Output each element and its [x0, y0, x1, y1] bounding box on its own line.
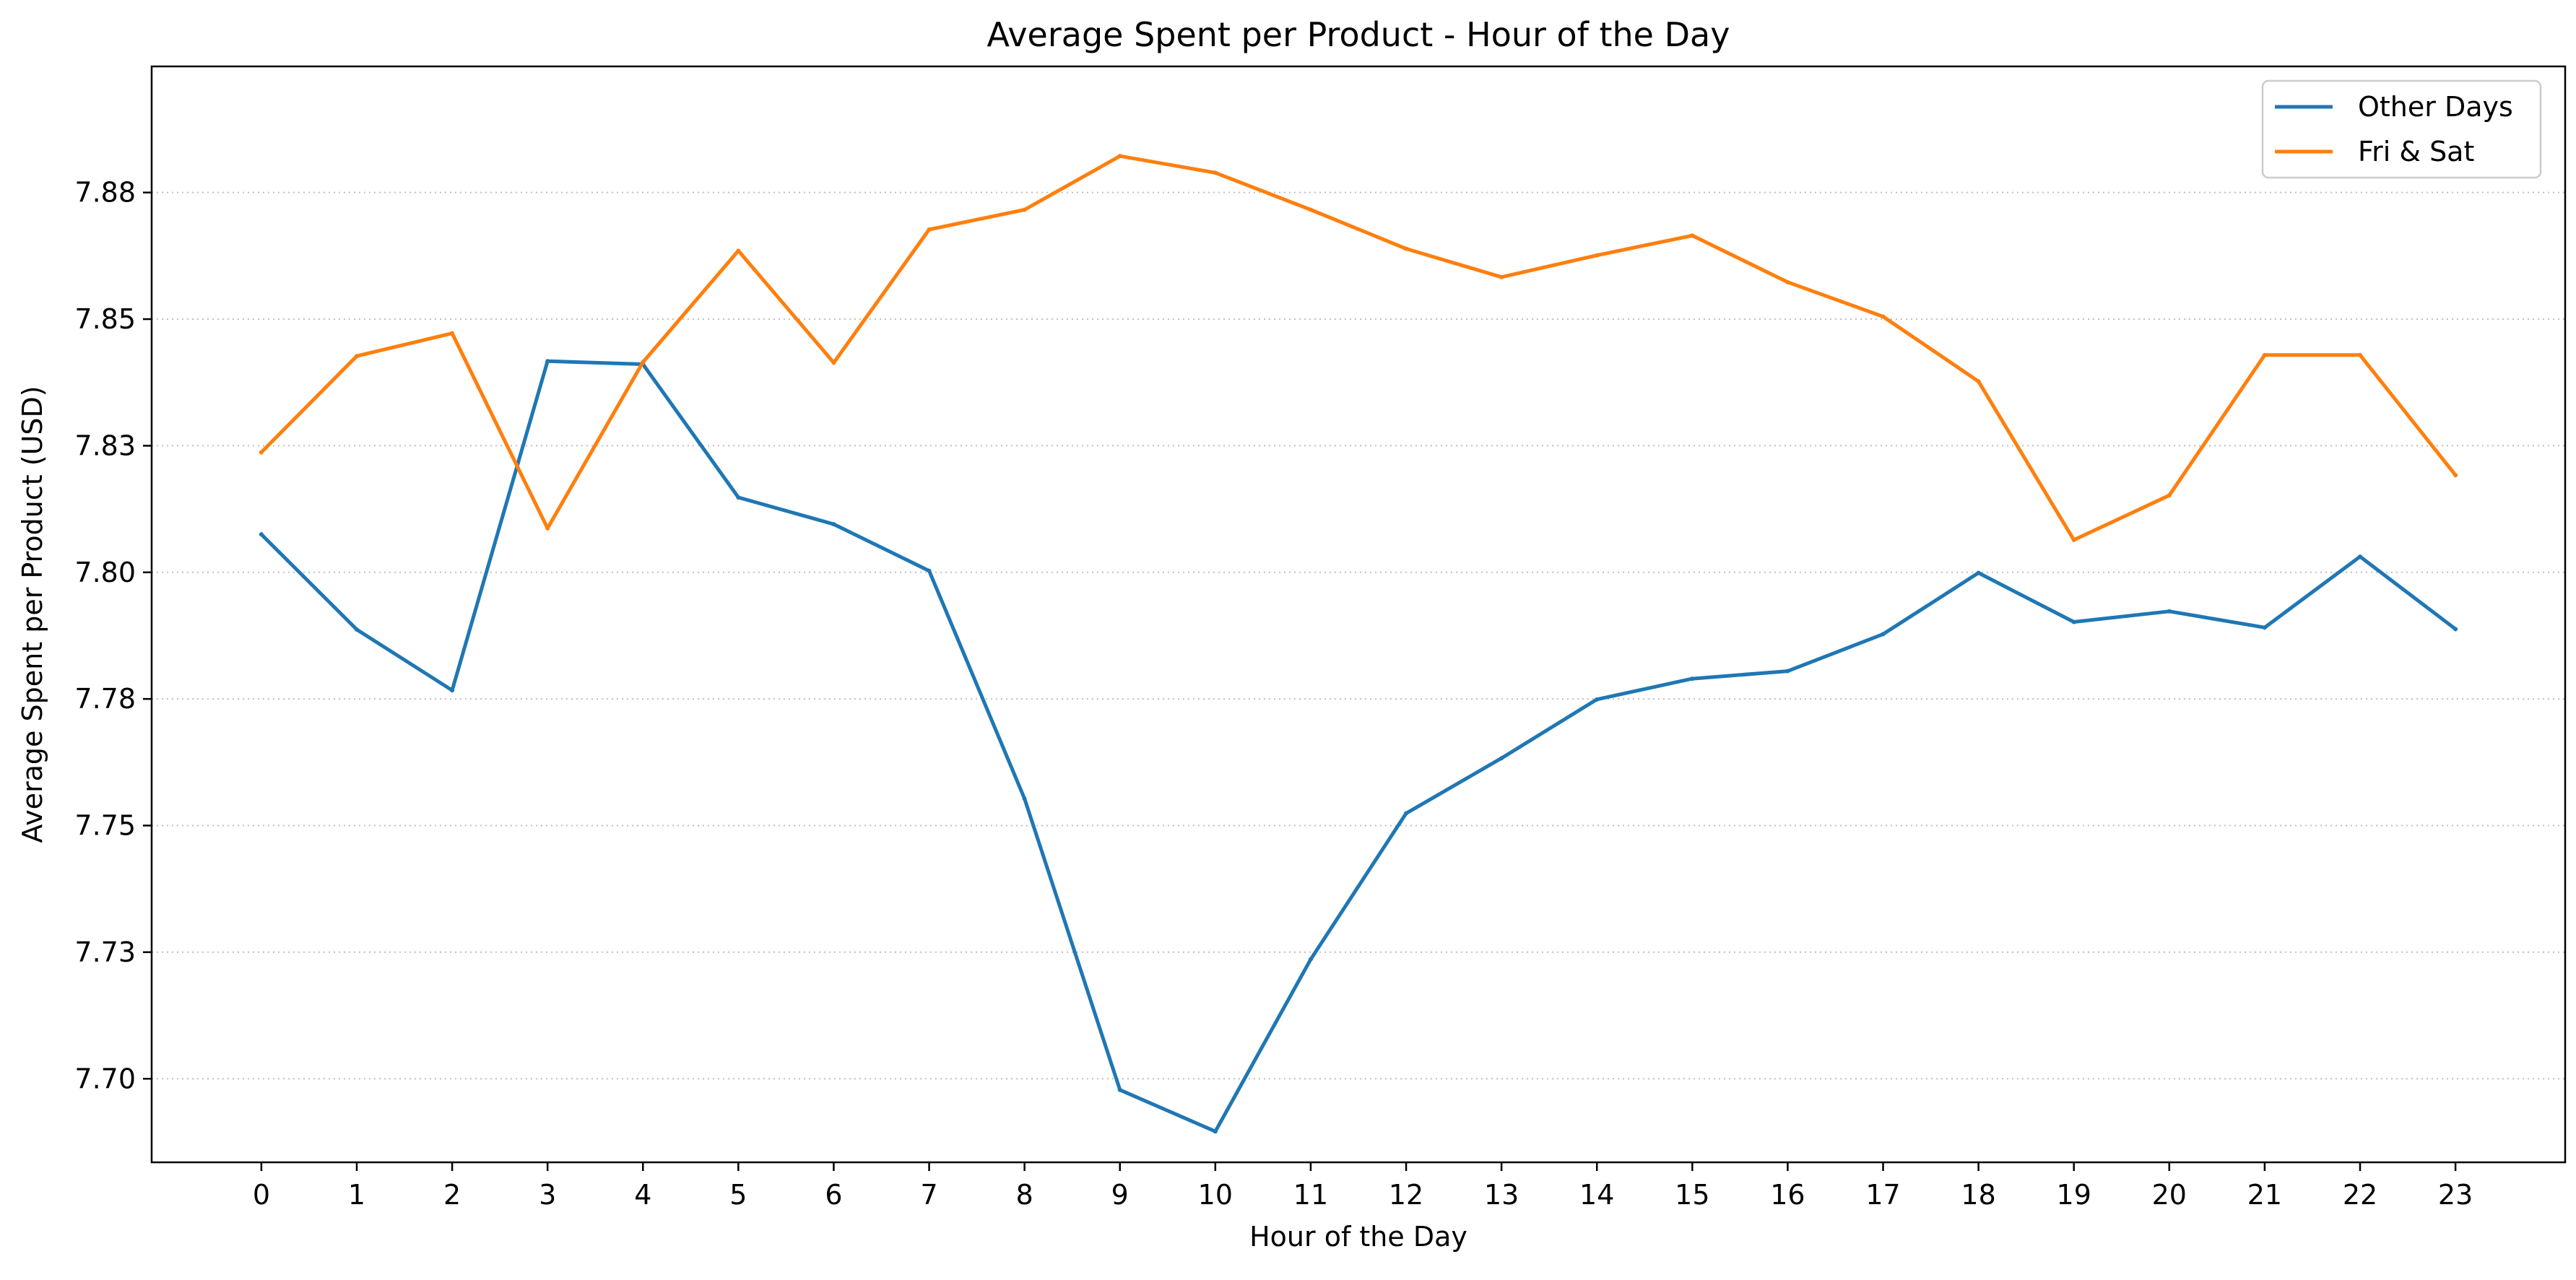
- x-tick-label: 17: [1865, 1179, 1900, 1211]
- data-point-other-days: [1881, 632, 1886, 637]
- data-point-other-days: [1404, 811, 1409, 816]
- x-tick-label: 22: [2343, 1179, 2377, 1211]
- data-point-fri-sat: [927, 227, 932, 232]
- data-point-fri-sat: [1022, 207, 1027, 212]
- data-point-fri-sat: [2453, 473, 2458, 478]
- legend: Other Days Fri & Sat: [2261, 79, 2542, 179]
- data-point-fri-sat: [1881, 314, 1886, 319]
- data-point-fri-sat: [2167, 493, 2172, 498]
- x-tick-label: 9: [1111, 1179, 1129, 1211]
- data-point-fri-sat: [1976, 379, 1981, 384]
- data-point-other-days: [1308, 957, 1313, 962]
- data-point-fri-sat: [1213, 170, 1218, 175]
- x-tick-label: 19: [2057, 1179, 2091, 1211]
- data-point-other-days: [545, 359, 550, 364]
- data-point-other-days: [2262, 625, 2267, 630]
- data-point-fri-sat: [545, 526, 550, 531]
- data-point-fri-sat: [641, 360, 646, 365]
- y-tick-label: 7.88: [74, 177, 136, 209]
- legend-label-other-days: Other Days: [2358, 91, 2513, 123]
- data-point-other-days: [2167, 609, 2172, 614]
- y-tick-label: 7.83: [74, 430, 136, 461]
- data-point-other-days: [1595, 697, 1600, 702]
- x-tick-label: 11: [1293, 1179, 1328, 1211]
- data-point-other-days: [831, 522, 836, 527]
- data-point-fri-sat: [736, 248, 741, 253]
- x-tick-label: 18: [1961, 1179, 1995, 1211]
- data-point-fri-sat: [2071, 537, 2076, 542]
- series-lines: [259, 154, 2458, 1134]
- plot-area-frame: [150, 65, 2567, 1164]
- data-point-fri-sat: [355, 354, 360, 359]
- x-tick-label: 1: [348, 1179, 365, 1211]
- data-point-other-days: [927, 568, 932, 573]
- data-point-fri-sat: [1690, 233, 1695, 238]
- chart-title: Average Spent per Product - Hour of the …: [987, 15, 1730, 54]
- data-point-other-days: [2357, 554, 2362, 560]
- data-point-other-days: [1690, 676, 1695, 682]
- x-tick-label: 5: [729, 1179, 747, 1211]
- x-tick-label: 23: [2438, 1179, 2473, 1211]
- data-point-other-days: [450, 688, 455, 693]
- data-point-fri-sat: [1595, 253, 1600, 258]
- x-tick-label: 6: [825, 1179, 842, 1211]
- data-point-fri-sat: [831, 360, 836, 365]
- data-point-fri-sat: [1499, 274, 1504, 279]
- data-point-other-days: [355, 627, 360, 632]
- y-tick-label: 7.70: [74, 1063, 136, 1094]
- x-tick-label: 13: [1484, 1179, 1519, 1211]
- data-point-other-days: [259, 532, 264, 537]
- data-point-other-days: [1499, 756, 1504, 761]
- x-tick-label: 15: [1675, 1179, 1709, 1211]
- x-tick-label: 0: [253, 1179, 270, 1211]
- data-point-fri-sat: [1308, 207, 1313, 212]
- data-point-fri-sat: [259, 450, 264, 455]
- x-tick-label: 4: [634, 1179, 651, 1211]
- x-axis-title: Hour of the Day: [1249, 1221, 1467, 1253]
- data-point-fri-sat: [2262, 352, 2267, 357]
- x-tick-label: 3: [539, 1179, 556, 1211]
- x-tick-label: 7: [920, 1179, 937, 1211]
- data-point-other-days: [2453, 627, 2458, 632]
- x-tick-label: 21: [2247, 1179, 2282, 1211]
- data-point-other-days: [1976, 570, 1981, 575]
- legend-label-fri-sat: Fri & Sat: [2358, 136, 2474, 167]
- series-line-fri-sat: [259, 154, 2458, 542]
- data-point-other-days: [1022, 796, 1027, 801]
- series-line-other-days: [259, 359, 2458, 1133]
- data-point-fri-sat: [450, 331, 455, 336]
- x-tick-label: 12: [1389, 1179, 1423, 1211]
- axis-ticks: 7.707.737.757.787.807.837.857.880 1 2 3 4 5 6 7…: [74, 177, 2473, 1211]
- data-point-fri-sat: [1785, 279, 1790, 284]
- y-tick-label: 7.85: [74, 303, 136, 335]
- x-tick-label: 10: [1198, 1179, 1233, 1211]
- y-tick-label: 7.73: [74, 936, 136, 968]
- x-tick-label: 20: [2152, 1179, 2187, 1211]
- y-tick-label: 7.80: [74, 557, 136, 588]
- x-tick-label: 2: [443, 1179, 461, 1211]
- data-point-fri-sat: [1117, 154, 1122, 159]
- y-tick-label: 7.75: [74, 810, 136, 842]
- y-tick-label: 7.78: [74, 683, 136, 715]
- data-point-other-days: [1785, 669, 1790, 674]
- data-point-other-days: [2071, 619, 2076, 624]
- data-point-fri-sat: [2357, 352, 2362, 357]
- x-tick-label: 14: [1579, 1179, 1614, 1211]
- data-point-fri-sat: [1404, 246, 1409, 251]
- data-point-other-days: [736, 495, 741, 500]
- y-axis-title: Average Spent per Product (USD): [17, 386, 48, 843]
- data-point-other-days: [1117, 1087, 1122, 1092]
- x-tick-label: 16: [1770, 1179, 1805, 1211]
- x-tick-label: 8: [1016, 1179, 1033, 1211]
- data-point-other-days: [1213, 1129, 1218, 1134]
